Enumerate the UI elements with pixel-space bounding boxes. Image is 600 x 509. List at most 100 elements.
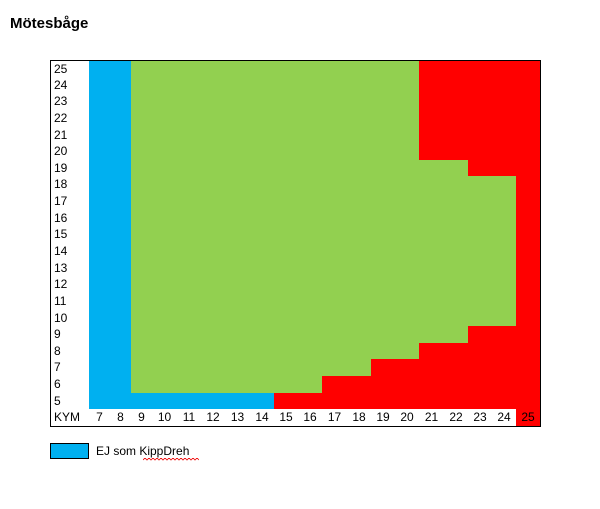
cell <box>492 260 517 277</box>
cell <box>322 376 348 394</box>
cell <box>131 359 153 377</box>
cell <box>468 127 493 144</box>
cell <box>201 93 226 111</box>
cell <box>322 93 348 111</box>
cell <box>201 210 226 227</box>
cell <box>516 160 541 177</box>
cell <box>110 293 132 311</box>
cell <box>395 293 420 311</box>
column-label: 7 <box>89 409 111 427</box>
cell <box>152 310 178 327</box>
cell <box>110 110 132 128</box>
cell <box>444 60 469 78</box>
cell <box>492 359 517 377</box>
cell <box>371 193 396 211</box>
spell-underline <box>143 458 199 461</box>
cell <box>274 77 299 94</box>
cell <box>177 160 202 177</box>
cell <box>89 110 111 128</box>
cell <box>371 93 396 111</box>
cell <box>110 310 132 327</box>
cell <box>225 176 251 194</box>
column-label: 13 <box>225 409 251 427</box>
cell <box>89 143 111 161</box>
cell <box>225 77 251 94</box>
column-label: 22 <box>444 409 469 427</box>
cell <box>110 226 132 244</box>
cell <box>274 310 299 327</box>
cell <box>274 359 299 377</box>
cell <box>395 260 420 277</box>
column-label: 20 <box>395 409 420 427</box>
cell <box>468 293 493 311</box>
cell <box>395 77 420 94</box>
cell <box>177 226 202 244</box>
cell <box>250 110 275 128</box>
cell <box>516 143 541 161</box>
cell <box>322 60 348 78</box>
cell <box>419 93 445 111</box>
cell <box>444 143 469 161</box>
cell <box>492 143 517 161</box>
cell <box>516 60 541 78</box>
cell <box>274 293 299 311</box>
cell <box>250 93 275 111</box>
cell <box>347 276 372 294</box>
cell <box>298 276 323 294</box>
cell <box>110 77 132 94</box>
cell <box>177 60 202 78</box>
row-label: 13 <box>50 260 90 277</box>
cell <box>395 193 420 211</box>
cell <box>274 276 299 294</box>
row-label: 18 <box>50 176 90 194</box>
cell <box>250 226 275 244</box>
cell <box>89 127 111 144</box>
row-label: 8 <box>50 343 90 360</box>
cell <box>131 110 153 128</box>
cell <box>152 110 178 128</box>
cell <box>492 293 517 311</box>
cell <box>131 260 153 277</box>
cell <box>322 110 348 128</box>
cell <box>89 293 111 311</box>
cell <box>201 176 226 194</box>
cell <box>419 293 445 311</box>
column-label: 12 <box>201 409 226 427</box>
cell <box>225 243 251 261</box>
column-label: 11 <box>177 409 202 427</box>
cell <box>347 193 372 211</box>
cell <box>152 293 178 311</box>
cell <box>89 260 111 277</box>
cell <box>322 127 348 144</box>
cell <box>298 376 323 394</box>
cell <box>225 93 251 111</box>
cell <box>110 210 132 227</box>
cell <box>371 176 396 194</box>
cell <box>322 193 348 211</box>
cell <box>395 60 420 78</box>
cell <box>250 359 275 377</box>
cell <box>298 226 323 244</box>
cell <box>492 160 517 177</box>
cell <box>444 376 469 394</box>
cell <box>274 243 299 261</box>
cell <box>131 243 153 261</box>
cell <box>347 376 372 394</box>
cell <box>298 193 323 211</box>
cell <box>322 326 348 344</box>
cell <box>225 343 251 360</box>
cell <box>274 226 299 244</box>
cell <box>110 376 132 394</box>
cell <box>152 210 178 227</box>
cell <box>444 193 469 211</box>
row-label: 6 <box>50 376 90 394</box>
cell <box>298 160 323 177</box>
cell <box>444 326 469 344</box>
cell <box>371 260 396 277</box>
cell <box>419 310 445 327</box>
cell <box>274 376 299 394</box>
row-label: 17 <box>50 193 90 211</box>
cell <box>516 110 541 128</box>
cell <box>89 176 111 194</box>
cell <box>131 127 153 144</box>
